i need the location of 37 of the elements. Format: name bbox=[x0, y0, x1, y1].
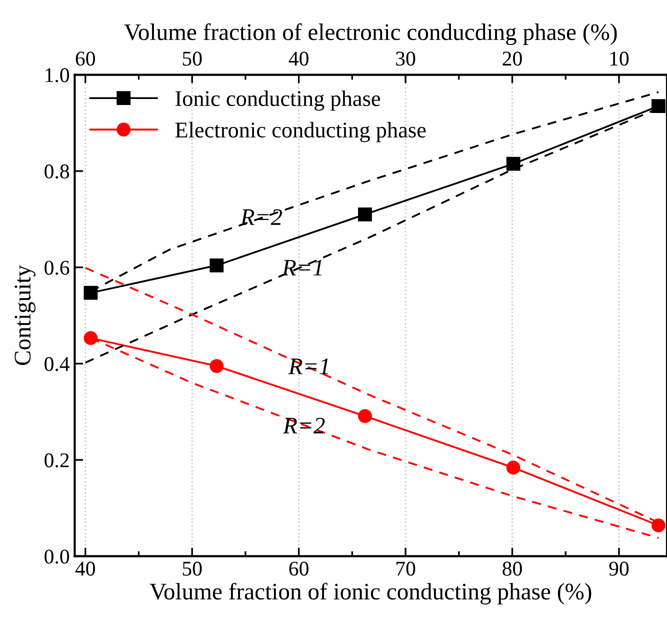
x2-tick-label: 60 bbox=[76, 52, 95, 66]
point bbox=[652, 99, 666, 114]
point bbox=[506, 156, 520, 171]
point bbox=[506, 460, 520, 475]
x-tick-label: 70 bbox=[396, 562, 416, 576]
y-tick-label: 0.8 bbox=[44, 164, 70, 179]
point bbox=[210, 359, 224, 373]
y-tick-label: 1.0 bbox=[46, 68, 70, 82]
x2-tick-label: 10 bbox=[610, 52, 629, 66]
x2-tick-label: 50 bbox=[182, 52, 202, 66]
x2-tick-label: 40 bbox=[288, 52, 308, 66]
point bbox=[358, 207, 372, 222]
annotation: R=1 bbox=[282, 260, 322, 276]
legend-label: Electronic conducting phase bbox=[175, 122, 426, 142]
x-tick-label: 80 bbox=[502, 562, 522, 576]
annotation: R=1 bbox=[288, 358, 328, 374]
x-tick-label: 90 bbox=[609, 562, 629, 576]
y-tick-label: 0.2 bbox=[44, 453, 69, 468]
x2-tick-label: 30 bbox=[396, 52, 416, 66]
y-tick-label: 0.6 bbox=[44, 260, 70, 275]
x-tick-label: 60 bbox=[289, 562, 308, 576]
x-tick-label: 40 bbox=[75, 562, 95, 576]
point bbox=[84, 331, 98, 346]
x-tick-label: 50 bbox=[182, 562, 202, 576]
x2-axis-title: Volume fraction of electronic conducding phase (%) bbox=[124, 23, 617, 46]
y-tick-label: 0.0 bbox=[44, 550, 70, 564]
x-axis-title: Volume fraction of ionic conducting phase (%) bbox=[150, 582, 592, 604]
annotation: R=2 bbox=[282, 418, 325, 434]
x2-tick-label: 20 bbox=[502, 52, 522, 66]
y-tick-label: 0.4 bbox=[44, 357, 70, 372]
y-axis-title: Contiguity bbox=[14, 265, 36, 366]
point bbox=[652, 518, 666, 532]
annotation: R=2 bbox=[240, 209, 282, 225]
point bbox=[84, 286, 98, 300]
point bbox=[210, 258, 224, 272]
point bbox=[358, 409, 372, 424]
legend-label: Ionic conducting phase bbox=[176, 90, 380, 111]
